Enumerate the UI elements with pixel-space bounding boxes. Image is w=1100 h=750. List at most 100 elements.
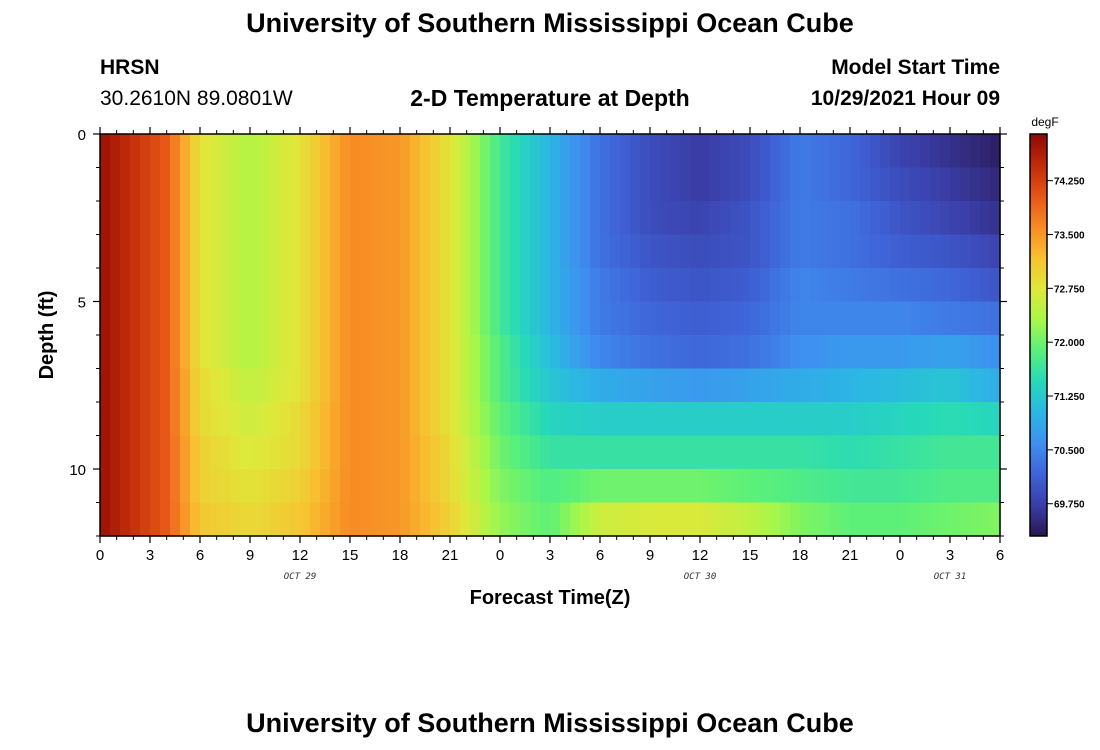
- heatmap-cell: [340, 134, 351, 169]
- heatmap-cell: [940, 134, 951, 169]
- heatmap-cell: [460, 167, 471, 202]
- heatmap-cell: [110, 167, 121, 202]
- heatmap-cell: [710, 201, 721, 236]
- heatmap-cell: [850, 435, 861, 470]
- heatmap-cell: [190, 234, 201, 269]
- heatmap-cell: [450, 301, 461, 336]
- heatmap-cell: [910, 301, 921, 336]
- heatmap-cell: [500, 402, 511, 437]
- heatmap-cell: [230, 234, 241, 269]
- heatmap-cell: [470, 134, 481, 169]
- heatmap-cell: [890, 435, 901, 470]
- heatmap-cell: [640, 134, 651, 169]
- heatmap-cell: [620, 167, 631, 202]
- heatmap-cell: [620, 201, 631, 236]
- heatmap-cell: [820, 402, 831, 437]
- heatmap-cell: [680, 502, 691, 537]
- heatmap-cell: [110, 502, 121, 537]
- heatmap-cell: [280, 502, 291, 537]
- heatmap-cell: [620, 134, 631, 169]
- heatmap-cell: [850, 502, 861, 537]
- heatmap-cell: [520, 268, 531, 303]
- heatmap-cell: [440, 134, 451, 169]
- heatmap-cell: [300, 268, 311, 303]
- heatmap-cell: [230, 268, 241, 303]
- heatmap-cell: [550, 301, 561, 336]
- heatmap-cell: [490, 201, 501, 236]
- heatmap-cell: [120, 268, 131, 303]
- heatmap-cell: [580, 268, 591, 303]
- heatmap-cell: [870, 335, 881, 370]
- heatmap-cell: [990, 335, 1001, 370]
- heatmap-cell: [160, 201, 171, 236]
- heatmap-cell: [120, 402, 131, 437]
- heatmap-cell: [970, 435, 981, 470]
- heatmap-cell: [330, 335, 341, 370]
- heatmap-cell: [500, 234, 511, 269]
- heatmap-cell: [740, 234, 751, 269]
- heatmap-cell: [550, 435, 561, 470]
- heatmap-cell: [370, 134, 381, 169]
- heatmap-cell: [730, 301, 741, 336]
- heatmap-cell: [630, 502, 641, 537]
- heatmap-cell: [370, 234, 381, 269]
- heatmap-cell: [920, 201, 931, 236]
- heatmap-cell: [100, 301, 111, 336]
- heatmap-cell: [240, 167, 251, 202]
- heatmap-cell: [920, 134, 931, 169]
- heatmap-cell: [840, 469, 851, 504]
- heatmap-cell: [210, 368, 221, 403]
- heatmap-cell: [230, 335, 241, 370]
- heatmap-cell: [950, 335, 961, 370]
- heatmap-cell: [160, 435, 171, 470]
- heatmap-cell: [870, 234, 881, 269]
- heatmap-cell: [790, 435, 801, 470]
- x-tick-label: 21: [442, 547, 459, 564]
- heatmap-cell: [260, 469, 271, 504]
- colorbar-tick-label: 73.500: [1054, 231, 1085, 242]
- heatmap-cell: [330, 201, 341, 236]
- heatmap-cell: [660, 301, 671, 336]
- heatmap-cell: [170, 268, 181, 303]
- heatmap-cell: [690, 268, 701, 303]
- heatmap-cell: [390, 167, 401, 202]
- heatmap-cell: [280, 469, 291, 504]
- heatmap-cell: [890, 134, 901, 169]
- x-axis-label: Forecast Time(Z): [470, 587, 631, 609]
- heatmap-cell: [580, 502, 591, 537]
- heatmap-cell: [250, 335, 261, 370]
- heatmap-cell: [180, 167, 191, 202]
- heatmap-cell: [620, 435, 631, 470]
- heatmap-cell: [770, 167, 781, 202]
- heatmap-cell: [930, 301, 941, 336]
- heatmap-cell: [510, 268, 521, 303]
- heatmap-cell: [300, 201, 311, 236]
- x-tick-label: 0: [496, 547, 504, 564]
- heatmap-cell: [900, 469, 911, 504]
- heatmap-cell: [200, 301, 211, 336]
- heatmap-cell: [980, 268, 991, 303]
- heatmap-cell: [390, 502, 401, 537]
- heatmap-cell: [660, 234, 671, 269]
- heatmap-cell: [210, 234, 221, 269]
- x-tick-label: 3: [146, 547, 154, 564]
- heatmap-cell: [820, 435, 831, 470]
- heatmap-cell: [360, 234, 371, 269]
- heatmap-cell: [380, 368, 391, 403]
- heatmap-cell: [210, 167, 221, 202]
- heatmap-cell: [740, 469, 751, 504]
- heatmap-cell: [370, 301, 381, 336]
- heatmap-cell: [670, 502, 681, 537]
- heatmap-cell: [150, 268, 161, 303]
- heatmap-cell: [570, 201, 581, 236]
- heatmap-cell: [830, 234, 841, 269]
- heatmap-cell: [220, 335, 231, 370]
- heatmap-cell: [120, 502, 131, 537]
- heatmap-cell: [170, 368, 181, 403]
- heatmap-cell: [910, 268, 921, 303]
- heatmap-cell: [680, 268, 691, 303]
- heatmap-cell: [140, 435, 151, 470]
- heatmap-cell: [830, 402, 841, 437]
- heatmap-cell: [990, 167, 1001, 202]
- heatmap-cell: [690, 201, 701, 236]
